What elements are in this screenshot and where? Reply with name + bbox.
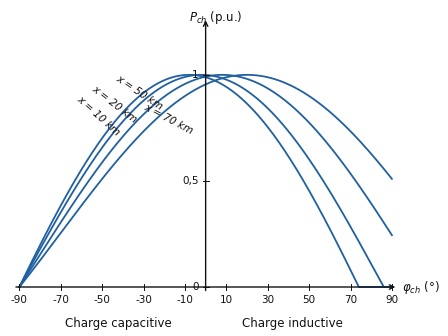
Text: x = 20 km: x = 20 km [90, 84, 139, 125]
Text: 70: 70 [344, 295, 357, 305]
Text: 50: 50 [302, 295, 316, 305]
Text: 90: 90 [385, 295, 398, 305]
Text: 30: 30 [261, 295, 274, 305]
Text: x = 70 km: x = 70 km [142, 102, 194, 136]
Text: 0,5: 0,5 [182, 176, 198, 186]
Text: x = 10 km: x = 10 km [75, 94, 121, 138]
Text: 0: 0 [192, 282, 198, 292]
Text: -30: -30 [135, 295, 152, 305]
Text: Charge capacitive: Charge capacitive [65, 317, 172, 330]
Text: -70: -70 [52, 295, 69, 305]
Text: $\varphi_{ch}$ (°): $\varphi_{ch}$ (°) [402, 279, 440, 295]
Text: $P_{ch}$ (p.u.): $P_{ch}$ (p.u.) [189, 9, 242, 26]
Text: 10: 10 [220, 295, 233, 305]
Text: x = 50 km: x = 50 km [114, 74, 164, 112]
Text: -50: -50 [94, 295, 111, 305]
Text: 1: 1 [192, 70, 198, 80]
Text: -90: -90 [11, 295, 28, 305]
Text: -10: -10 [177, 295, 194, 305]
Text: Charge inductive: Charge inductive [242, 317, 343, 330]
